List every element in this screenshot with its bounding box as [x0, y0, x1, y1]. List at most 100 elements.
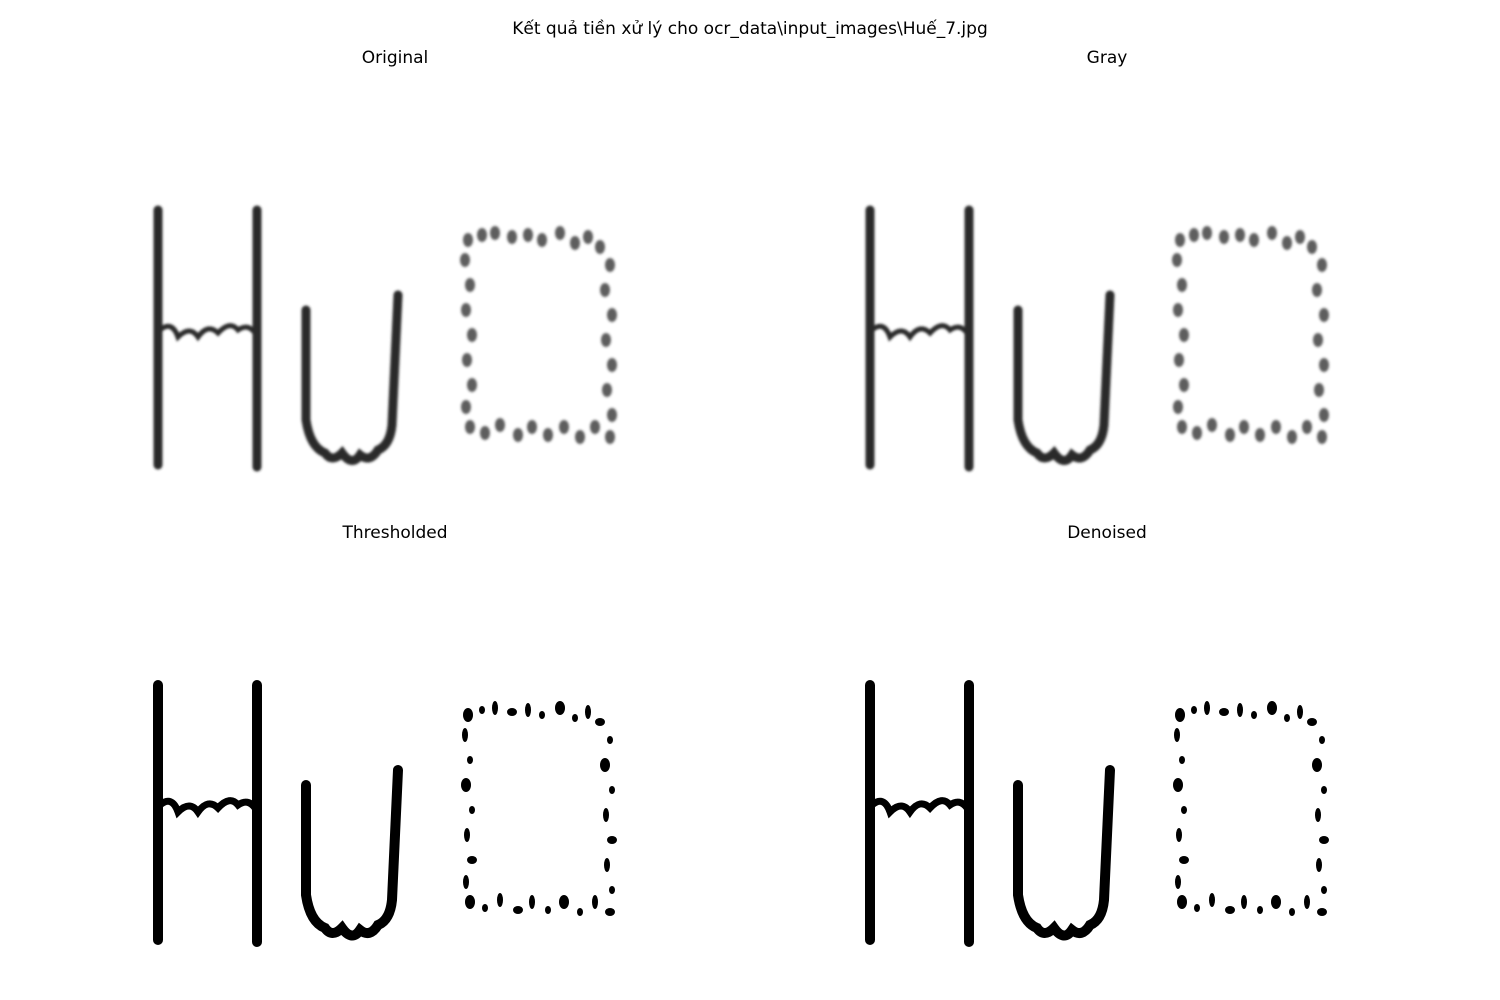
box-dot	[1319, 408, 1329, 422]
box-dot	[577, 908, 583, 916]
box-dot	[1312, 283, 1322, 297]
box-dot	[1175, 233, 1185, 247]
box-dot	[559, 895, 569, 909]
box-dot	[607, 736, 613, 744]
box-dot	[527, 420, 537, 434]
box-dot	[583, 230, 593, 244]
figure-title: Kết quả tiền xử lý cho ocr_data\input_im…	[512, 19, 988, 39]
box-dot	[1219, 708, 1229, 716]
box-dot	[605, 430, 615, 444]
box-dot	[1319, 308, 1329, 322]
box-dot	[605, 258, 615, 272]
box-dot	[1319, 736, 1325, 744]
panel-denoised: Denoised	[832, 520, 1382, 990]
box-dot	[607, 308, 617, 322]
box-dot	[1302, 420, 1312, 434]
denoised-image	[865, 680, 1329, 947]
box-dot	[1173, 303, 1183, 317]
box-dot	[507, 230, 517, 244]
box-dot	[543, 428, 553, 442]
box-dot	[1321, 786, 1327, 794]
box-dot	[1315, 808, 1321, 822]
box-dot	[465, 278, 475, 292]
box-dot	[590, 420, 600, 434]
box-dot	[604, 858, 610, 872]
box-dot	[1219, 230, 1229, 244]
word-strokes	[153, 680, 617, 947]
box-dot	[495, 418, 505, 432]
box-dot	[1194, 904, 1200, 912]
box-dot	[1241, 895, 1247, 909]
box-dot	[1289, 908, 1295, 916]
box-dot	[463, 708, 473, 722]
box-dot	[490, 226, 500, 240]
box-dot	[1235, 228, 1245, 242]
box-dot	[513, 428, 523, 442]
box-dot	[1316, 858, 1322, 872]
box-dot	[1174, 728, 1180, 742]
box-dot	[1304, 895, 1310, 909]
box-dot	[609, 886, 615, 894]
box-dot	[1189, 228, 1199, 242]
box-dot	[1319, 358, 1329, 372]
box-dot	[1173, 400, 1183, 414]
box-dot	[462, 728, 468, 742]
box-dot	[1175, 875, 1181, 889]
dotted-box	[460, 226, 617, 444]
box-dot	[1177, 895, 1187, 909]
box-dot	[1179, 756, 1185, 764]
box-dot	[602, 383, 612, 397]
gray-image	[865, 205, 1329, 472]
box-dot	[529, 895, 535, 909]
box-dot	[492, 701, 498, 715]
box-dot	[1202, 226, 1212, 240]
h-crossbar	[157, 797, 258, 819]
box-dot	[1249, 233, 1259, 247]
box-dot	[1175, 708, 1185, 722]
box-dot	[609, 786, 615, 794]
box-dot	[1314, 383, 1324, 397]
box-dot	[1177, 420, 1187, 434]
box-dot	[537, 233, 547, 247]
box-dot	[1209, 893, 1215, 907]
box-dot	[467, 756, 473, 764]
panel-gray: Gray	[832, 45, 1382, 515]
box-dot	[462, 353, 472, 367]
box-dot	[1225, 428, 1235, 442]
box-dot	[545, 906, 551, 914]
box-dot	[595, 240, 605, 254]
word-strokes	[153, 205, 617, 472]
box-dot	[467, 328, 477, 342]
box-dot	[1172, 253, 1182, 267]
box-dot	[1191, 706, 1197, 714]
box-dot	[1255, 428, 1265, 442]
thresholded-image	[153, 680, 617, 947]
box-dot	[479, 706, 485, 714]
box-dot	[1177, 278, 1187, 292]
box-dot	[465, 895, 475, 909]
box-dot	[1225, 906, 1235, 914]
box-dot	[600, 758, 610, 772]
box-dot	[467, 378, 477, 392]
box-dot	[1307, 718, 1317, 726]
box-dot	[1284, 714, 1290, 722]
box-dot	[1192, 426, 1202, 440]
box-dot	[463, 233, 473, 247]
box-dot	[513, 906, 523, 914]
box-dot	[461, 778, 471, 792]
box-dot	[595, 718, 605, 726]
box-dot	[1179, 378, 1189, 392]
box-dot	[464, 828, 470, 842]
box-dot	[1267, 226, 1277, 240]
u-stroke	[301, 290, 403, 465]
box-dot	[1176, 828, 1182, 842]
box-dot	[570, 236, 580, 250]
box-dot	[461, 303, 471, 317]
dotted-box	[1173, 701, 1329, 916]
box-dot	[1317, 258, 1327, 272]
box-dot	[1181, 806, 1187, 814]
box-dot	[607, 836, 617, 844]
box-dot	[1313, 333, 1323, 347]
box-dot	[1307, 240, 1317, 254]
u-stroke	[1013, 765, 1115, 941]
